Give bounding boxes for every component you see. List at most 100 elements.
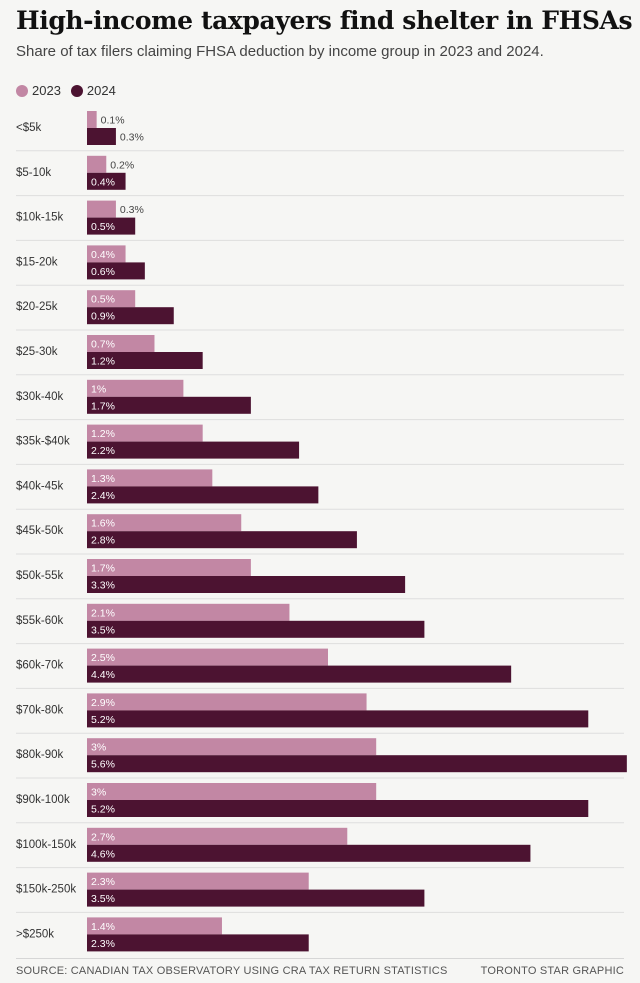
- category-label-45k-50k: $45k-50k: [16, 525, 64, 537]
- bar-2024-250k: [87, 934, 309, 952]
- bar-2023-20-25k: [87, 290, 136, 308]
- data-label-2023-40k-45k: 1.3%: [91, 473, 115, 485]
- category-label-70k-80k: $70k-80k: [16, 704, 64, 716]
- category-label-35k-40k: $35k-$40k: [16, 436, 70, 448]
- category-label-250k: >$250k: [16, 928, 54, 940]
- bar-2023-40k-45k: [87, 469, 213, 487]
- bar-2024-15-20k: [87, 262, 145, 280]
- category-label-5k: <$5k: [16, 122, 42, 134]
- category-label-30k-40k: $30k-40k: [16, 391, 64, 403]
- category-label-100k-150k: $100k-150k: [16, 839, 76, 851]
- footer-divider: [16, 958, 624, 959]
- bar-2024-55k-60k: [87, 620, 425, 638]
- category-label-90k-100k: $90k-100k: [16, 794, 70, 806]
- bar-2024-50k-55k: [87, 576, 406, 593]
- data-label-2023-60k-70k: 2.5%: [91, 652, 115, 664]
- data-label-2023-25-30k: 0.7%: [91, 339, 115, 351]
- data-label-2024-15-20k: 0.6%: [91, 266, 115, 278]
- category-label-20-25k: $20-25k: [16, 301, 58, 313]
- data-label-2024-20-25k: 0.9%: [91, 311, 115, 323]
- data-label-2023-50k-55k: 1.7%: [91, 563, 115, 575]
- data-label-2023-55k-60k: 2.1%: [91, 607, 115, 619]
- data-label-2024-250k: 2.3%: [91, 938, 115, 950]
- bar-2024-45k-50k: [87, 531, 357, 549]
- category-label-60k-70k: $60k-70k: [16, 660, 64, 672]
- data-label-2023-100k-150k: 2.7%: [91, 831, 115, 843]
- category-label-150k-250k: $150k-250k: [16, 884, 76, 896]
- bar-2023-80k-90k: [87, 738, 377, 756]
- bar-2024-5k: [87, 128, 116, 145]
- legend: 2023 2024: [16, 83, 126, 98]
- legend-label-2024: 2024: [86, 83, 116, 98]
- legend-swatch-2024: [70, 84, 83, 97]
- data-label-2024-70k-80k: 5.2%: [91, 714, 115, 726]
- data-label-2023-70k-80k: 2.9%: [91, 697, 115, 709]
- bar-2023-25-30k: [87, 335, 155, 352]
- bar-2024-20-25k: [87, 307, 174, 325]
- bar-2024-80k-90k: [87, 755, 627, 773]
- credit-note: TORONTO STAR GRAPHIC: [480, 965, 624, 977]
- data-label-2024-90k-100k: 5.2%: [91, 804, 115, 816]
- bar-2023-50k-55k: [87, 559, 251, 576]
- data-label-2024-40k-45k: 2.4%: [91, 490, 115, 502]
- data-label-2023-250k: 1.4%: [91, 921, 115, 933]
- data-label-2023-150k-250k: 2.3%: [91, 876, 115, 888]
- bar-2024-5-10k: [87, 172, 126, 190]
- bar-2023-100k-150k: [87, 827, 348, 845]
- data-label-2023-30k-40k: 1%: [91, 383, 106, 395]
- chart-title: High-income taxpayers find shelter in FH…: [16, 6, 633, 35]
- bar-2023-5-10k: [87, 155, 107, 173]
- bar-2023-35k-40k: [87, 424, 203, 442]
- bar-2023-45k-50k: [87, 514, 242, 532]
- bar-2023-150k-250k: [87, 872, 309, 890]
- bar-2023-90k-100k: [87, 783, 377, 800]
- data-label-2023-35k-40k: 1.2%: [91, 428, 115, 440]
- data-label-2023-5-10k: 0.2%: [110, 159, 134, 171]
- data-label-2023-45k-50k: 1.6%: [91, 518, 115, 530]
- bar-2024-35k-40k: [87, 441, 300, 459]
- chart-subtitle: Share of tax filers claiming FHSA deduct…: [16, 43, 544, 60]
- category-label-50k-55k: $50k-55k: [16, 570, 64, 582]
- data-label-2024-50k-55k: 3.3%: [91, 580, 115, 592]
- bar-2024-10k-15k: [87, 217, 136, 235]
- bar-2024-150k-250k: [87, 889, 425, 907]
- data-label-2023-20-25k: 0.5%: [91, 294, 115, 306]
- bar-2023-30k-40k: [87, 379, 184, 397]
- bar-2023-250k: [87, 917, 222, 935]
- category-label-55k-60k: $55k-60k: [16, 615, 64, 627]
- bar-2023-60k-70k: [87, 648, 328, 666]
- data-label-2023-80k-90k: 3%: [91, 742, 106, 754]
- bar-2024-30k-40k: [87, 396, 251, 414]
- category-label-25-30k: $25-30k: [16, 346, 58, 358]
- data-label-2023-15-20k: 0.4%: [91, 249, 115, 261]
- data-label-2024-55k-60k: 3.5%: [91, 624, 115, 636]
- category-label-5-10k: $5-10k: [16, 167, 51, 179]
- bar-2023-5k: [87, 111, 97, 128]
- data-label-2024-30k-40k: 1.7%: [91, 400, 115, 412]
- data-label-2023-5k: 0.1%: [101, 115, 125, 127]
- bar-2024-100k-150k: [87, 844, 531, 862]
- bar-2024-90k-100k: [87, 800, 589, 817]
- data-label-2024-25-30k: 1.2%: [91, 356, 115, 368]
- data-label-2024-45k-50k: 2.8%: [91, 535, 115, 547]
- legend-item-2024: 2024: [70, 83, 116, 98]
- bar-2024-70k-80k: [87, 710, 589, 728]
- category-label-40k-45k: $40k-45k: [16, 480, 64, 492]
- data-label-2024-80k-90k: 5.6%: [91, 759, 115, 771]
- bar-2023-15-20k: [87, 245, 126, 263]
- category-label-10k-15k: $10k-15k: [16, 212, 64, 224]
- bar-chart: <$5k 0.1% 0.3% $5-10k 0.2% 0.4% $10k-15k 0.3% 0.…: [16, 111, 627, 952]
- data-label-2024-35k-40k: 2.2%: [91, 445, 115, 457]
- category-label-80k-90k: $80k-90k: [16, 749, 64, 761]
- bar-2023-70k-80k: [87, 693, 367, 711]
- data-label-2024-60k-70k: 4.4%: [91, 669, 115, 681]
- bar-2024-25-30k: [87, 352, 203, 369]
- category-label-15-20k: $15-20k: [16, 256, 58, 268]
- data-label-2024-5k: 0.3%: [120, 132, 144, 144]
- legend-swatch-2023: [16, 84, 28, 97]
- data-label-2023-10k-15k: 0.3%: [120, 204, 144, 216]
- data-label-2024-100k-150k: 4.6%: [91, 848, 115, 860]
- source-note: SOURCE: CANADIAN TAX OBSERVATORY USING C…: [16, 965, 448, 977]
- data-label-2024-5-10k: 0.4%: [91, 176, 115, 188]
- legend-item-2023: 2023: [16, 83, 61, 98]
